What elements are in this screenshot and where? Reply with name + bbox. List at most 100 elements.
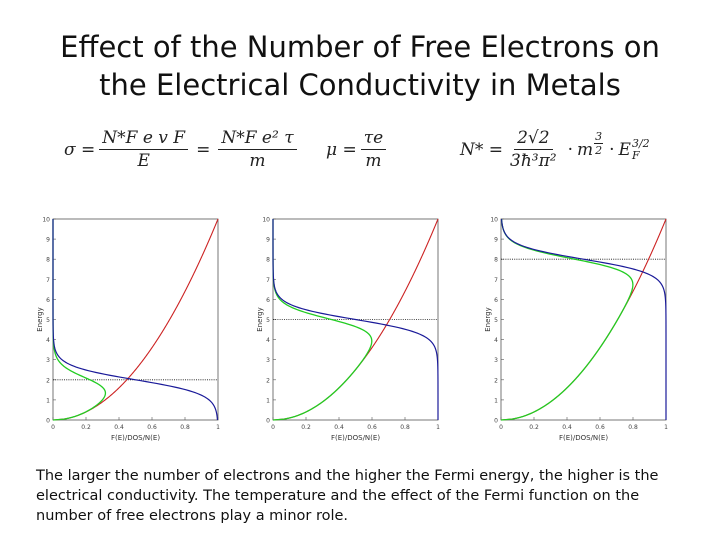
y-tick-label: 8 [494, 257, 498, 264]
mu-fraction: τe m [360, 128, 387, 171]
sigma-frac1-denominator: E [137, 151, 150, 171]
nstar-ef-scripts: 3/2 F [631, 136, 650, 162]
y-tick-label: 9 [46, 237, 50, 244]
x-tick-label: 0.2 [301, 424, 311, 431]
x-tick-label: 0 [499, 424, 503, 431]
sigma-fraction-1: N*F e v F E [99, 128, 189, 171]
y-tick-label: 1 [266, 397, 270, 404]
occupied-states-curve [500, 218, 634, 421]
nstar-exp-num: 3 [594, 130, 604, 144]
x-tick-label: 0.4 [114, 424, 124, 431]
x-tick-label: 1 [436, 424, 440, 431]
y-tick-label: 2 [46, 377, 50, 384]
x-tick-label: 1 [216, 424, 220, 431]
nstar-ef: E [618, 139, 631, 160]
x-tick-label: 0.8 [400, 424, 410, 431]
y-tick-label: 1 [46, 397, 50, 404]
y-tick-label: 8 [46, 257, 50, 264]
sigma-frac1-numerator: N*F e v F [99, 128, 189, 150]
sigma-lhs: σ = [64, 139, 96, 160]
y-tick-label: 0 [494, 418, 498, 425]
dos-curve [500, 218, 667, 421]
y-tick-label: 2 [266, 377, 270, 384]
y-tick-label: 0 [46, 418, 50, 425]
title-line-2: the Electrical Conductivity in Metals [99, 68, 621, 102]
mu-denominator: m [365, 151, 382, 171]
mu-lhs: μ = [326, 139, 357, 160]
nstar-lhs: N* = [460, 139, 504, 160]
x-tick-label: 0.6 [367, 424, 377, 431]
title-line-1: Effect of the Number of Free Electrons o… [60, 30, 660, 64]
nstar-denominator: 3ħ³π² [510, 151, 557, 171]
chart-panel-3: 0 1 2 3 4 5 6 7 8 9 10 0 0.2 0.4 0.6 0.8 1 F(E)/DOS/N(E) E… [484, 217, 668, 443]
formulas-row: σ = N*F e v F E = N*F e² τ m μ = τe m N*… [0, 128, 720, 188]
fermi-function-curve [52, 219, 219, 421]
nstar-dot-2: · [609, 139, 615, 160]
x-axis-label: F(E)/DOS/N(E) [559, 434, 608, 442]
y-tick-label: 4 [494, 337, 498, 344]
nstar-m: m [577, 139, 594, 160]
y-tick-label: 4 [266, 337, 270, 344]
y-tick-label: 3 [266, 357, 270, 364]
nstar-exp-den: 2 [595, 144, 603, 157]
y-tick-label: 6 [494, 297, 498, 304]
sigma-frac2-denominator: m [249, 151, 266, 171]
x-axis-label: F(E)/DOS/N(E) [111, 434, 160, 442]
y-tick-label: 1 [494, 397, 498, 404]
occupied-states-curve [52, 219, 107, 421]
plot-frame [500, 218, 667, 421]
y-axis-label: Energy [256, 307, 264, 332]
y-tick-label: 10 [42, 217, 50, 224]
nstar-fraction: 2√2 3ħ³π² [507, 128, 560, 171]
nstar-numerator: 2√2 [514, 128, 553, 150]
y-tick-label: 5 [266, 317, 270, 324]
y-tick-label: 7 [266, 277, 270, 284]
nstar-ef-exponent: 3/2 [631, 136, 650, 150]
y-tick-label: 6 [266, 297, 270, 304]
caption-text: The larger the number of electrons and t… [36, 468, 659, 524]
y-tick-label: 3 [46, 357, 50, 364]
x-tick-label: 0.6 [595, 424, 605, 431]
y-tick-label: 9 [266, 237, 270, 244]
y-tick-label: 0 [266, 418, 270, 425]
y-tick-label: 8 [266, 257, 270, 264]
x-tick-label: 0.8 [180, 424, 190, 431]
x-axis-label: F(E)/DOS/N(E) [331, 434, 380, 442]
x-tick-label: 0.4 [334, 424, 344, 431]
sigma-fraction-2: N*F e² τ m [218, 128, 297, 171]
fermi-function-curve [272, 219, 439, 420]
slide-title: Effect of the Number of Free Electrons o… [0, 28, 720, 104]
y-tick-label: 7 [494, 277, 498, 284]
sigma-equals: = [196, 139, 211, 160]
x-tick-label: 1 [664, 424, 668, 431]
y-tick-label: 5 [494, 317, 498, 324]
chart-panel-1: 0 1 2 3 4 5 6 7 8 9 10 0 0.2 0.4 0.6 0.8 1 F(E)/DOS/N(E) E… [36, 217, 220, 443]
dos-curve [52, 218, 219, 421]
mobility-formula: μ = τe m [326, 128, 390, 171]
y-axis-label: Energy [484, 307, 492, 332]
x-tick-label: 0 [51, 424, 55, 431]
x-tick-label: 0.8 [628, 424, 638, 431]
nstar-dot: · [567, 139, 574, 160]
nstar-exponent-fraction: 3 2 [594, 130, 604, 157]
x-tick-label: 0.4 [562, 424, 572, 431]
nstar-ef-subscript: F [631, 148, 640, 162]
y-tick-label: 3 [494, 357, 498, 364]
x-tick-label: 0.2 [529, 424, 539, 431]
y-tick-label: 6 [46, 297, 50, 304]
mu-numerator: τe [360, 128, 387, 150]
y-tick-label: 5 [46, 317, 50, 324]
y-tick-label: 10 [262, 217, 270, 224]
y-tick-label: 7 [46, 277, 50, 284]
fermi-function-curve [500, 218, 667, 420]
y-tick-label: 2 [494, 377, 498, 384]
sigma-frac2-numerator: N*F e² τ [218, 128, 297, 150]
chart-panel-2: 0 1 2 3 4 5 6 7 8 9 10 0 0.2 0.4 0.6 0.8 1 F(E)/DOS/N(E) E… [256, 217, 440, 443]
x-tick-label: 0.2 [81, 424, 91, 431]
plot-frame [52, 218, 219, 421]
y-tick-label: 4 [46, 337, 50, 344]
electron-number-formula: N* = 2√2 3ħ³π² · m 3 2 · E 3/2 F [460, 128, 650, 171]
y-axis-label: Energy [36, 307, 44, 332]
x-tick-label: 0.6 [147, 424, 157, 431]
y-tick-label: 9 [494, 237, 498, 244]
